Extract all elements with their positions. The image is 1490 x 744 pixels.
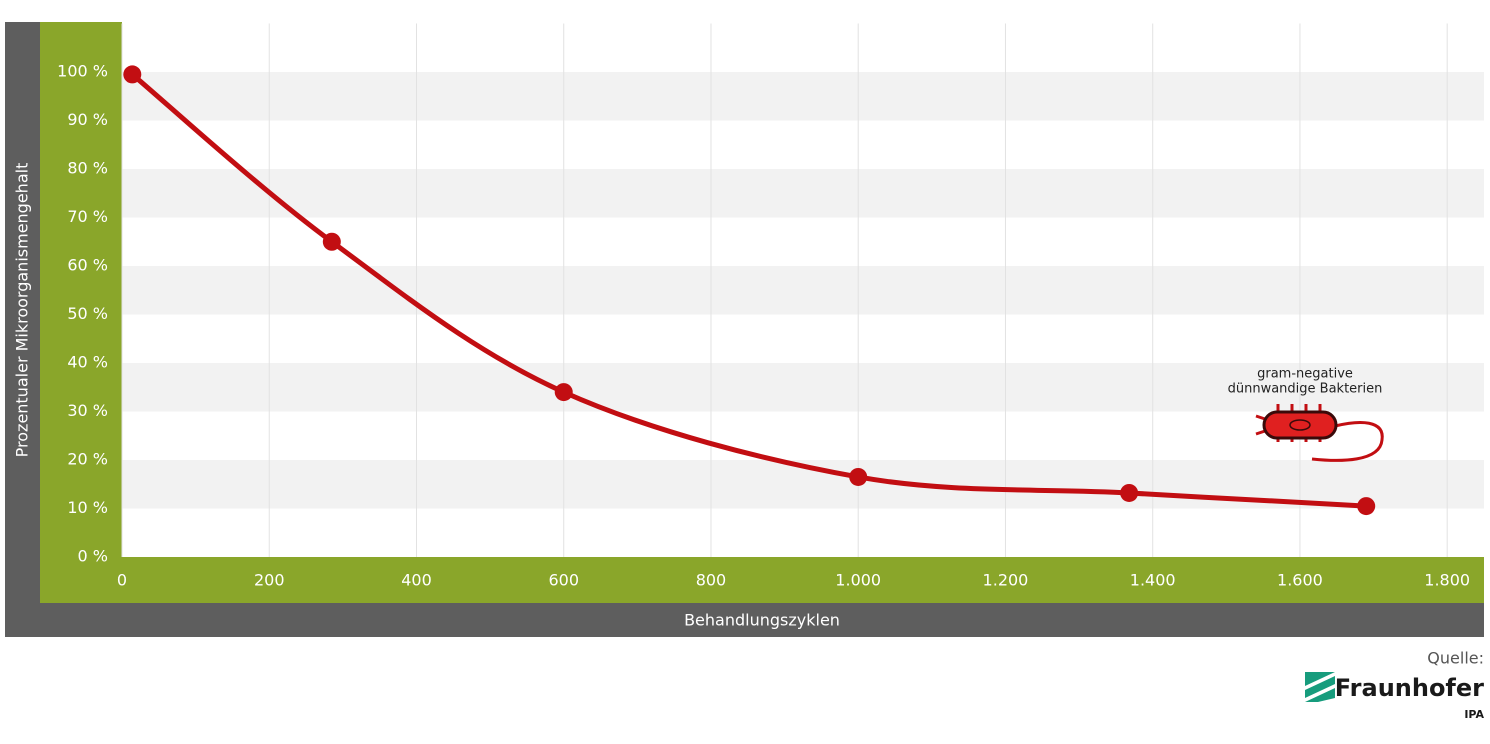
y-tick-label: 90 %	[67, 110, 108, 129]
x-tick-label: 1.400	[1130, 571, 1176, 590]
y-axis-label: Prozentualer Mikroorganismengehalt	[13, 163, 32, 458]
grid-band	[122, 363, 1484, 412]
line	[130, 72, 1367, 509]
x-tick-label: 600	[548, 571, 579, 590]
y-tick-label: 80 %	[67, 159, 108, 178]
y-tick-label: 10 %	[67, 498, 108, 517]
bacterium-icon	[1255, 404, 1384, 462]
x-tick-label: 1.800	[1424, 571, 1470, 590]
point	[322, 232, 341, 251]
y-label-band	[5, 22, 40, 637]
y-tick-label: 100 %	[57, 62, 108, 81]
x-tick-label: 800	[696, 571, 727, 590]
x-tick-label: 0	[117, 571, 127, 590]
point	[554, 383, 573, 402]
point	[1357, 497, 1376, 516]
annotation: dünnwandige Bakterien	[1228, 382, 1383, 397]
x-tick-label: 400	[401, 571, 432, 590]
x-label-band	[5, 603, 1484, 637]
x-tick-label: 1.000	[835, 571, 881, 590]
point	[123, 65, 142, 84]
y-tick-label: 20 %	[67, 450, 108, 469]
point	[849, 467, 868, 486]
point	[1120, 483, 1139, 502]
x-tick-label: 200	[254, 571, 285, 590]
y-tick-band	[40, 22, 122, 603]
source-name: Fraunhofer	[1335, 674, 1484, 702]
y-tick-label: 40 %	[67, 353, 108, 372]
y-tick-label: 0 %	[78, 547, 108, 566]
grid-band	[122, 169, 1484, 218]
logo-mark	[1305, 672, 1335, 702]
y-tick-label: 30 %	[67, 401, 108, 420]
y-tick-label: 50 %	[67, 304, 108, 323]
annotation: gram-negative	[1257, 367, 1353, 382]
x-tick-label: 1.200	[983, 571, 1029, 590]
source-label: Quelle:	[1427, 649, 1484, 668]
grid-band	[122, 266, 1484, 315]
grid-band	[122, 72, 1484, 121]
x-axis-label: Behandlungszyklen	[684, 611, 840, 630]
source-unit: IPA	[1464, 708, 1484, 721]
x-tick-label: 1.600	[1277, 571, 1323, 590]
y-tick-label: 70 %	[67, 207, 108, 226]
x-tick-band	[40, 557, 1484, 603]
y-tick-label: 60 %	[67, 256, 108, 275]
